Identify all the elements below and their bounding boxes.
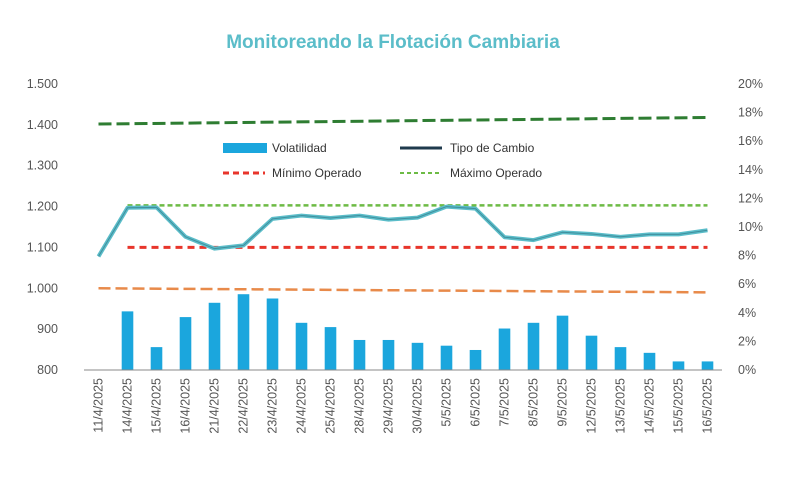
bar-volatilidad xyxy=(353,339,366,370)
bar-volatilidad xyxy=(121,311,134,370)
left-axis-tick-label: 1.500 xyxy=(27,77,58,91)
x-axis-tick-label: 9/5/2025 xyxy=(556,378,570,427)
line-tipo-de-cambio-core xyxy=(98,206,708,257)
x-axis-tick-label: 15/4/2025 xyxy=(150,378,164,434)
x-axis-tick-label: 14/4/2025 xyxy=(121,378,135,434)
right-axis-tick-label: 12% xyxy=(738,191,763,205)
bar-volatilidad xyxy=(295,322,308,370)
x-axis-tick-label: 7/5/2025 xyxy=(498,378,512,427)
x-axis-tick-label: 13/5/2025 xyxy=(614,378,628,434)
bar-volatilidad xyxy=(585,335,598,370)
x-axis-tick-label: 29/4/2025 xyxy=(382,378,396,434)
right-axis-tick-label: 16% xyxy=(738,134,763,148)
legend-swatch-volatilidad xyxy=(223,143,267,153)
bar-volatilidad xyxy=(324,327,337,370)
x-axis-tick-label: 12/5/2025 xyxy=(585,378,599,434)
bar-volatilidad xyxy=(382,339,395,370)
right-axis-tick-label: 2% xyxy=(738,334,756,348)
left-axis-tick-label: 900 xyxy=(37,322,58,336)
bar-volatilidad xyxy=(701,361,714,370)
right-axis-tick-label: 14% xyxy=(738,163,763,177)
chart-title: Monitoreando la Flotación Cambiaria xyxy=(226,32,560,53)
legend-label-minimo: Mínimo Operado xyxy=(272,166,362,180)
bar-volatilidad xyxy=(150,347,163,370)
right-axis-tick-label: 8% xyxy=(738,249,756,263)
x-axis-tick-label: 14/5/2025 xyxy=(643,378,657,434)
legend-label-maximo: Máximo Operado xyxy=(450,166,542,180)
line-banda-inferior xyxy=(98,287,708,294)
x-axis-tick-label: 15/5/2025 xyxy=(672,378,686,434)
x-axis-tick-label: 11/4/2025 xyxy=(92,378,106,433)
bar-volatilidad xyxy=(556,315,569,370)
bar-volatilidad xyxy=(643,352,656,370)
bar-volatilidad xyxy=(411,342,424,370)
bar-volatilidad xyxy=(527,322,540,370)
legend-label-tipo-de-cambio: Tipo de Cambio xyxy=(450,141,535,155)
x-axis-tick-label: 16/5/2025 xyxy=(701,378,715,434)
bar-volatilidad xyxy=(672,361,685,370)
x-axis-tick-label: 28/4/2025 xyxy=(353,378,367,434)
x-axis-tick-label: 6/5/2025 xyxy=(469,378,483,427)
left-axis-tick-label: 800 xyxy=(37,363,58,377)
left-axis-tick-label: 1.400 xyxy=(27,118,58,132)
left-axis-tick-label: 1.300 xyxy=(27,159,58,173)
x-axis-tick-label: 21/4/2025 xyxy=(208,378,222,434)
x-axis-tick-label: 25/4/2025 xyxy=(324,378,338,434)
right-axis-tick-label: 20% xyxy=(738,77,763,91)
x-axis-tick-label: 23/4/2025 xyxy=(266,378,280,434)
bar-volatilidad xyxy=(469,349,482,370)
right-axis-tick-label: 6% xyxy=(738,277,756,291)
x-axis-tick-label: 5/5/2025 xyxy=(440,378,454,427)
x-axis-tick-label: 16/4/2025 xyxy=(179,378,193,434)
bar-volatilidad xyxy=(266,298,279,370)
x-axis-tick-label: 22/4/2025 xyxy=(237,378,251,434)
left-axis-tick-label: 1.100 xyxy=(27,240,58,254)
x-axis-tick-label: 24/4/2025 xyxy=(295,378,309,434)
bar-volatilidad xyxy=(237,294,250,370)
bar-volatilidad xyxy=(179,317,192,370)
right-axis-tick-label: 10% xyxy=(738,220,763,234)
legend-label-volatilidad: Volatilidad xyxy=(272,141,327,155)
right-axis-tick-label: 18% xyxy=(738,106,763,120)
legend: Volatilidad Tipo de Cambio Mínimo Operad… xyxy=(223,141,542,180)
bar-volatilidad xyxy=(498,328,511,370)
left-axis-tick-label: 1.000 xyxy=(27,281,58,295)
bar-volatilidad xyxy=(208,302,221,370)
right-axis-tick-label: 0% xyxy=(738,363,756,377)
bar-volatilidad xyxy=(440,345,453,370)
line-tipo-de-cambio xyxy=(96,204,708,258)
x-axis-tick-label: 8/5/2025 xyxy=(527,378,541,427)
left-axis-tick-label: 1.200 xyxy=(27,200,58,214)
line-banda-superior xyxy=(98,116,708,126)
bar-volatilidad xyxy=(614,347,627,370)
x-axis-tick-label: 30/4/2025 xyxy=(411,378,425,434)
right-axis-tick-label: 4% xyxy=(738,306,756,320)
